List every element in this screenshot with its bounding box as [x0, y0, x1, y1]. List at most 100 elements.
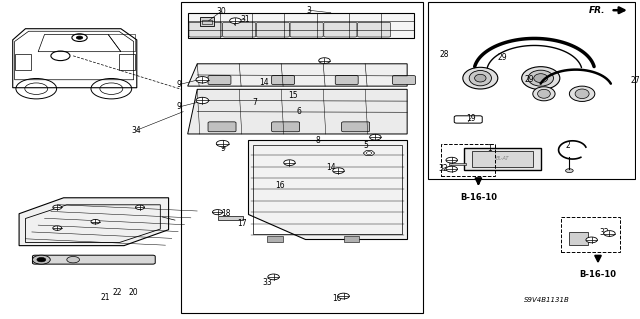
Text: 32: 32: [438, 164, 447, 173]
FancyBboxPatch shape: [290, 22, 323, 37]
Text: 22: 22: [113, 288, 122, 297]
FancyBboxPatch shape: [257, 22, 289, 37]
Circle shape: [586, 237, 597, 243]
Circle shape: [268, 274, 279, 280]
Circle shape: [72, 34, 87, 41]
FancyBboxPatch shape: [208, 122, 236, 132]
Polygon shape: [188, 64, 407, 86]
Text: 6: 6: [296, 107, 301, 116]
Ellipse shape: [528, 70, 554, 86]
Circle shape: [319, 58, 330, 63]
Circle shape: [76, 36, 83, 39]
Text: 30: 30: [216, 7, 227, 16]
Text: 34: 34: [132, 126, 141, 135]
Bar: [200, 17, 214, 26]
Text: 29: 29: [525, 75, 534, 84]
Text: 32: 32: [600, 228, 609, 237]
Circle shape: [37, 257, 46, 262]
Text: 3: 3: [306, 6, 311, 15]
Bar: [181, 2, 423, 313]
Bar: [441, 144, 495, 176]
Ellipse shape: [522, 67, 560, 90]
Text: 20: 20: [129, 288, 138, 297]
Polygon shape: [188, 89, 407, 134]
Bar: [202, 20, 212, 24]
Ellipse shape: [570, 86, 595, 101]
FancyBboxPatch shape: [454, 116, 482, 123]
Polygon shape: [248, 140, 407, 239]
Ellipse shape: [538, 89, 550, 98]
Bar: [472, 151, 533, 167]
Text: 31: 31: [240, 15, 250, 24]
Polygon shape: [267, 236, 283, 242]
Text: 15: 15: [288, 91, 298, 100]
Circle shape: [338, 293, 349, 299]
Text: 29: 29: [498, 53, 508, 62]
Ellipse shape: [533, 87, 555, 101]
FancyBboxPatch shape: [223, 22, 256, 37]
Circle shape: [566, 169, 573, 173]
FancyBboxPatch shape: [271, 122, 300, 132]
FancyBboxPatch shape: [271, 76, 294, 85]
Text: 21: 21: [100, 293, 109, 302]
Circle shape: [67, 256, 79, 263]
Bar: [570, 232, 588, 245]
Text: 14: 14: [326, 163, 335, 172]
Bar: [218, 216, 243, 220]
Text: 9: 9: [177, 102, 182, 111]
Text: 17: 17: [237, 219, 246, 228]
FancyBboxPatch shape: [33, 255, 156, 264]
Circle shape: [370, 134, 381, 140]
Bar: [119, 54, 135, 70]
FancyBboxPatch shape: [208, 76, 231, 85]
Text: B-16-10: B-16-10: [460, 193, 497, 202]
Polygon shape: [344, 236, 360, 242]
Text: 1: 1: [488, 144, 492, 153]
Circle shape: [33, 255, 51, 264]
Bar: [465, 148, 541, 170]
Circle shape: [196, 77, 209, 83]
Bar: [15, 54, 31, 70]
Text: BL-AT: BL-AT: [496, 156, 509, 161]
Text: 18: 18: [221, 209, 230, 218]
FancyBboxPatch shape: [189, 22, 222, 37]
Circle shape: [604, 231, 615, 236]
Circle shape: [53, 226, 61, 230]
Text: 16: 16: [275, 181, 285, 189]
Circle shape: [216, 140, 229, 147]
Ellipse shape: [475, 74, 486, 82]
Text: 33: 33: [262, 278, 272, 287]
Text: 19: 19: [466, 114, 476, 122]
FancyBboxPatch shape: [358, 22, 390, 37]
Circle shape: [196, 97, 209, 104]
FancyBboxPatch shape: [342, 122, 370, 132]
Circle shape: [284, 160, 295, 166]
Text: FR.: FR.: [589, 6, 605, 15]
Circle shape: [446, 157, 458, 163]
Circle shape: [446, 166, 458, 172]
Polygon shape: [364, 151, 374, 156]
FancyBboxPatch shape: [392, 76, 415, 85]
Text: 5: 5: [364, 141, 368, 150]
FancyBboxPatch shape: [324, 22, 357, 37]
Circle shape: [212, 210, 223, 215]
FancyBboxPatch shape: [335, 76, 358, 85]
Bar: [428, 2, 635, 179]
Circle shape: [91, 219, 100, 224]
Ellipse shape: [463, 67, 498, 89]
Ellipse shape: [575, 89, 589, 99]
Text: 27: 27: [630, 76, 640, 85]
Circle shape: [333, 168, 344, 174]
Polygon shape: [19, 198, 168, 246]
Circle shape: [230, 18, 241, 24]
Circle shape: [136, 205, 145, 210]
Text: 10: 10: [332, 294, 342, 303]
Text: 9: 9: [220, 144, 225, 153]
Text: 9: 9: [177, 80, 182, 89]
Polygon shape: [188, 13, 413, 38]
Circle shape: [53, 205, 61, 210]
Bar: [449, 163, 467, 165]
Text: 28: 28: [439, 50, 449, 59]
Text: B-16-10: B-16-10: [579, 270, 616, 279]
Text: 7: 7: [252, 98, 257, 107]
